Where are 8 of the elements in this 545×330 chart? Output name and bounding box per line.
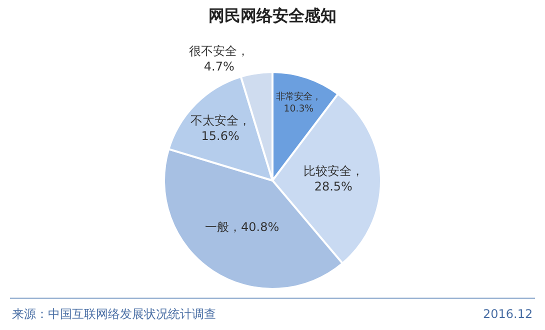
slice-label: 非常安全， 10.3%: [276, 92, 322, 115]
slice-label: 很不安全， 4.7%: [189, 44, 250, 74]
slice-label: 比较安全， 28.5%: [303, 164, 364, 194]
slice-label: 不太安全， 15.6%: [190, 114, 250, 144]
chart-title: 网民网络安全感知: [208, 6, 336, 26]
text: 2016.12: [483, 307, 533, 321]
source-note: 来源：中国互联网络发展状况统计调查: [12, 307, 216, 321]
slice-label: 一般，40.8%: [205, 220, 280, 234]
